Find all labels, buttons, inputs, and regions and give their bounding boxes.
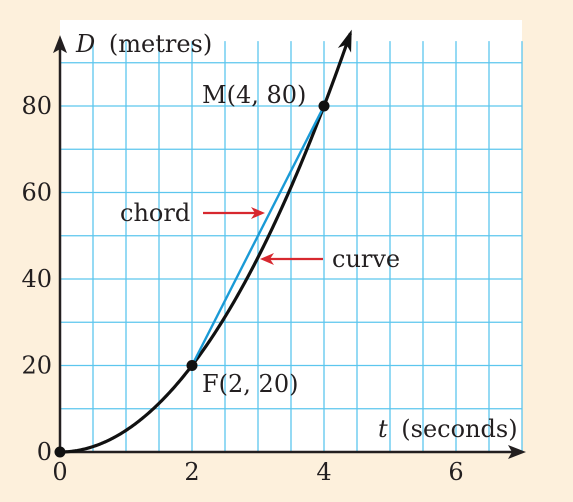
annotation-chord-label: chord (120, 199, 190, 227)
point-marker (318, 100, 330, 112)
chord-line (190, 105, 326, 367)
curve-arrow-head (260, 253, 274, 265)
point-label-f: F(2, 20) (202, 370, 298, 398)
chord-arrow-head (251, 207, 265, 219)
x-tick-label: 4 (316, 458, 331, 486)
y-axis-arrowhead (53, 35, 67, 54)
origin-point (54, 446, 66, 458)
y-tick-label: 40 (21, 265, 52, 293)
x-axis-arrowhead (508, 445, 526, 459)
point-label-m: M(4, 80) (202, 81, 306, 109)
x-axis-unit: (seconds) (401, 415, 517, 443)
y-axis-label: D (metres) (75, 30, 212, 58)
y-axis-unit: (metres) (109, 30, 212, 58)
x-axis-label: t (seconds) (378, 415, 518, 443)
y-tick-label: 80 (21, 92, 52, 120)
y-tick-label: 0 (37, 438, 52, 466)
y-axis-variable: D (75, 30, 95, 58)
y-tick-label: 60 (21, 179, 52, 207)
point-marker (186, 360, 198, 371)
series (54, 29, 352, 458)
annotation-curve-label: curve (332, 245, 400, 273)
x-tick-label: 6 (448, 458, 463, 486)
curve-arrowhead (337, 29, 352, 53)
x-tick-label: 2 (184, 458, 199, 486)
axes (53, 35, 526, 459)
x-tick-label: 0 (52, 458, 67, 486)
annotations (203, 207, 323, 265)
y-tick-label: 20 (21, 352, 52, 380)
x-axis-variable: t (378, 415, 388, 443)
grid (60, 41, 523, 452)
curve-line (59, 32, 352, 454)
